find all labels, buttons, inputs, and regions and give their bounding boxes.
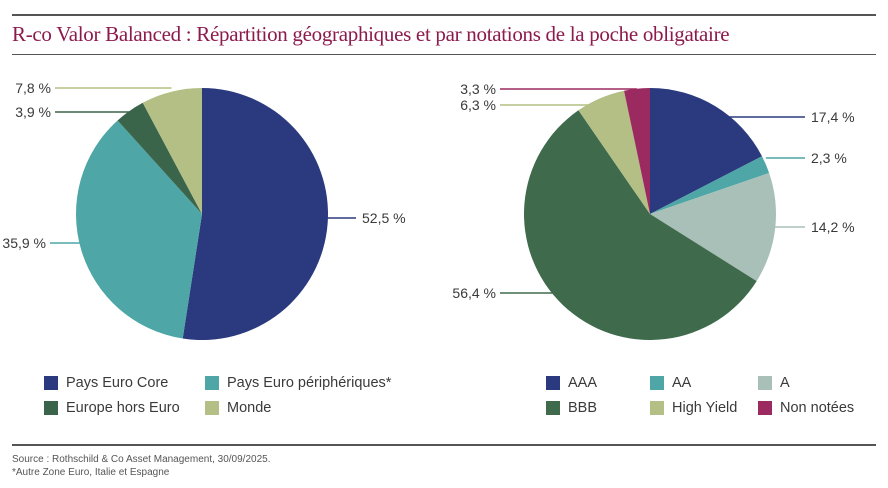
rating-label-a: 14,2 %	[811, 219, 855, 235]
legend-swatch	[205, 401, 219, 415]
rating-legend-item-a: A	[758, 375, 790, 391]
footnote: *Autre Zone Euro, Italie et Espagne	[12, 467, 170, 478]
rating-slice-aa	[650, 156, 770, 214]
source-note: Source : Rothschild & Co Asset Managemen…	[12, 454, 271, 465]
legend-label: High Yield	[672, 400, 738, 416]
rating-slice-a	[650, 172, 777, 282]
rating-legend-item-bbb: BBB	[546, 400, 597, 416]
geographic-legend-item-pays-euro-peripheriques: Pays Euro périphériques*	[205, 375, 391, 391]
geographic-slice-monde	[142, 88, 202, 214]
rating-slice-non-notees	[624, 88, 650, 214]
rating-label-aa: 2,3 %	[811, 150, 847, 166]
rating-legend-item-aaa: AAA	[546, 375, 597, 391]
chart-title: R-co Valor Balanced : Répartition géogra…	[12, 22, 730, 46]
geographic-label-pays-euro-core: 52,5 %	[362, 210, 406, 226]
legend-swatch	[546, 401, 560, 415]
legend-swatch	[205, 376, 219, 390]
rating-label-non-notees: 3,3 %	[460, 81, 496, 97]
legend-swatch	[650, 401, 664, 415]
rating-label-bbb: 56,4 %	[452, 285, 496, 301]
legend-label: BBB	[568, 400, 598, 416]
legend-swatch	[758, 401, 772, 415]
pie-charts: 52,5 % 35,9 % 3,9 % 7,8 % 17,4 % 2,3 % 14,2 % 5…	[2, 80, 855, 340]
legend-label: Europe hors Euro	[66, 400, 180, 416]
geographic-label-monde: 7,8 %	[15, 80, 51, 96]
geographic-legend-item-monde: Monde	[205, 400, 271, 416]
rating-slice-bbb	[524, 110, 757, 340]
rating-legend-item-non-notees: Non notées	[758, 400, 854, 416]
legend-label: Pays Euro périphériques*	[227, 375, 392, 391]
title-rule	[12, 54, 876, 55]
legend-swatch	[758, 376, 772, 390]
legend-label: A	[780, 375, 790, 391]
legend-label: AA	[672, 375, 692, 391]
bottom-rule	[12, 444, 876, 446]
geographic-legend-item-europe-hors-euro: Europe hors Euro	[44, 400, 180, 416]
rating-label-aaa: 17,4 %	[811, 109, 855, 125]
legend-label: Monde	[227, 400, 272, 416]
rating-legend-item-high-yield: High Yield	[650, 400, 737, 416]
geographic-slice-europe-hors-euro	[117, 102, 202, 214]
rating-label-high-yield: 6,3 %	[460, 97, 496, 113]
rating-legend-item-aa: AA	[650, 375, 691, 391]
legend-swatch	[650, 376, 664, 390]
legend-swatch	[44, 376, 58, 390]
geographic-legend-item-pays-euro-core: Pays Euro Core	[44, 375, 168, 391]
legend-swatch	[44, 401, 58, 415]
legend-label: Pays Euro Core	[66, 375, 169, 391]
geographic-slice-pays-euro-peripheriques	[76, 120, 202, 339]
geographic-label-pays-euro-peripheriques: 35,9 %	[2, 235, 46, 251]
legend-label: AAA	[568, 375, 598, 391]
top-rule	[12, 14, 876, 16]
legend-swatch	[546, 376, 560, 390]
geographic-label-europe-hors-euro: 3,9 %	[15, 104, 51, 120]
legend-label: Non notées	[780, 400, 855, 416]
geographic-slice-pays-euro-core	[182, 88, 329, 340]
rating-slice-high-yield	[578, 90, 650, 214]
rating-slice-aaa	[650, 88, 762, 214]
